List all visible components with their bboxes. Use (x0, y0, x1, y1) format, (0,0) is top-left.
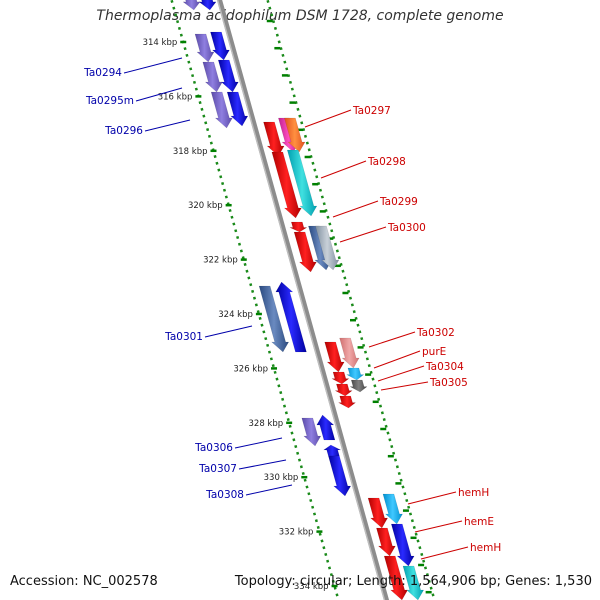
gene-feature[interactable] (301, 417, 322, 447)
gene-leader-line (373, 350, 421, 369)
gene-feature[interactable] (339, 337, 360, 369)
forward-gene-label[interactable]: Ta0301 (164, 331, 203, 343)
gene-feature[interactable] (182, 0, 201, 11)
kbp-tick-label: 324 kbp (218, 310, 253, 320)
gene-leader-line (368, 331, 416, 348)
forward-gene-label[interactable]: Ta0307 (198, 463, 237, 475)
reverse-gene-label[interactable]: Ta0299 (379, 196, 418, 208)
kbp-tick-label: 332 kbp (279, 528, 314, 538)
gene-feature-group (182, 0, 425, 600)
gene-feature[interactable] (258, 285, 290, 353)
gene-leader-line (407, 491, 457, 505)
gene-feature[interactable] (382, 493, 403, 525)
kbp-tick-label: 328 kbp (249, 419, 284, 429)
reverse-gene-label[interactable]: Ta0304 (425, 361, 464, 373)
gene-feature[interactable] (331, 371, 350, 385)
gene-leader-line (414, 520, 463, 533)
reverse-gene-label[interactable]: Ta0300 (387, 222, 426, 234)
gene-feature[interactable] (390, 523, 415, 567)
gene-leader-line (320, 160, 367, 179)
forward-gene-label[interactable]: Ta0296 (104, 125, 143, 137)
gene-feature[interactable] (346, 367, 365, 381)
gene-feature[interactable] (367, 497, 389, 529)
gene-feature[interactable] (293, 231, 317, 273)
gene-leader-line (204, 325, 253, 338)
gene-label-group: Ta0294 Ta0295m Ta0296 Ta0301 Ta0306 Ta0307 Ta0… (83, 57, 501, 560)
gene-feature[interactable] (376, 527, 396, 557)
gene-feature[interactable] (322, 444, 341, 457)
reverse-gene-label[interactable]: Ta0305 (429, 377, 468, 389)
kbp-tick-label: 318 kbp (173, 147, 208, 157)
gene-leader-line (238, 459, 287, 470)
map-title: Thermoplasma acidophilum DSM 1728, compl… (96, 8, 504, 24)
gene-feature[interactable] (328, 455, 352, 497)
gene-feature[interactable] (210, 91, 233, 129)
gene-feature[interactable] (338, 395, 357, 409)
gene-feature[interactable] (315, 225, 340, 271)
gene-leader-line (304, 109, 352, 128)
ruler-dotted-line-right (266, 0, 436, 600)
kbp-tick-label: 316 kbp (158, 92, 193, 102)
reverse-gene-label[interactable]: purE (422, 346, 446, 358)
gene-feature[interactable] (286, 149, 318, 217)
forward-gene-label[interactable]: Ta0308 (205, 489, 244, 501)
gene-leader-line (123, 57, 183, 74)
gene-feature[interactable] (198, 0, 217, 11)
gene-feature[interactable] (271, 151, 302, 219)
gene-feature[interactable] (210, 31, 230, 61)
kbp-tick-group: 314 kbp 316 kbp 318 kbp 320 kbp 322 kbp 324 k… (143, 19, 432, 594)
gene-leader-line (144, 119, 191, 132)
gene-feature[interactable] (335, 383, 353, 397)
genome-backbone-highlight (216, 0, 386, 600)
topology-label: Topology: circular; Length: 1,564,906 bp… (234, 574, 592, 589)
gene-feature[interactable] (324, 341, 345, 373)
gene-feature[interactable] (194, 33, 215, 63)
gene-leader-line (332, 200, 379, 218)
kbp-tick-label: 334 kbp (294, 582, 329, 592)
gene-feature[interactable] (316, 414, 336, 441)
gene-leader-line (245, 484, 293, 496)
gene-feature[interactable] (217, 59, 239, 93)
forward-gene-label[interactable]: Ta0295m (85, 95, 134, 107)
gene-feature[interactable] (349, 379, 368, 393)
gene-feature[interactable] (402, 565, 425, 600)
forward-gene-label[interactable]: Ta0306 (194, 442, 233, 454)
kbp-tick-label: 330 kbp (264, 473, 299, 483)
gene-leader-line (377, 365, 425, 382)
gene-feature[interactable] (289, 221, 308, 233)
gene-feature[interactable] (202, 61, 223, 93)
reverse-gene-label[interactable]: Ta0302 (416, 327, 455, 339)
gene-feature[interactable] (284, 117, 306, 153)
reverse-gene-label[interactable]: Ta0297 (352, 105, 391, 117)
forward-gene-label[interactable]: Ta0294 (83, 67, 122, 79)
kbp-tick-label: 320 kbp (188, 201, 223, 211)
kbp-tick-label: 326 kbp (233, 364, 268, 374)
kbp-tick-label: 322 kbp (203, 256, 238, 266)
gene-leader-line (380, 381, 429, 391)
ruler-dotted-line-left (170, 0, 340, 600)
kbp-tick-label: 314 kbp (143, 38, 178, 48)
gene-leader-line (339, 226, 387, 243)
gene-feature[interactable] (275, 281, 307, 353)
gene-leader-line (420, 546, 469, 560)
reverse-gene-label[interactable]: hemE (464, 516, 494, 528)
accession-label: Accession: NC_002578 (10, 574, 158, 589)
gene-feature[interactable] (263, 121, 285, 157)
gene-leader-line (234, 437, 283, 449)
gene-feature[interactable] (383, 555, 409, 600)
gene-feature[interactable] (226, 91, 249, 127)
reverse-gene-label[interactable]: Ta0298 (367, 156, 406, 168)
genome-backbone (216, 0, 390, 600)
reverse-gene-label[interactable]: hemH (470, 542, 501, 554)
gene-leader-line (135, 87, 183, 102)
reverse-gene-label[interactable]: hemH (458, 487, 489, 499)
